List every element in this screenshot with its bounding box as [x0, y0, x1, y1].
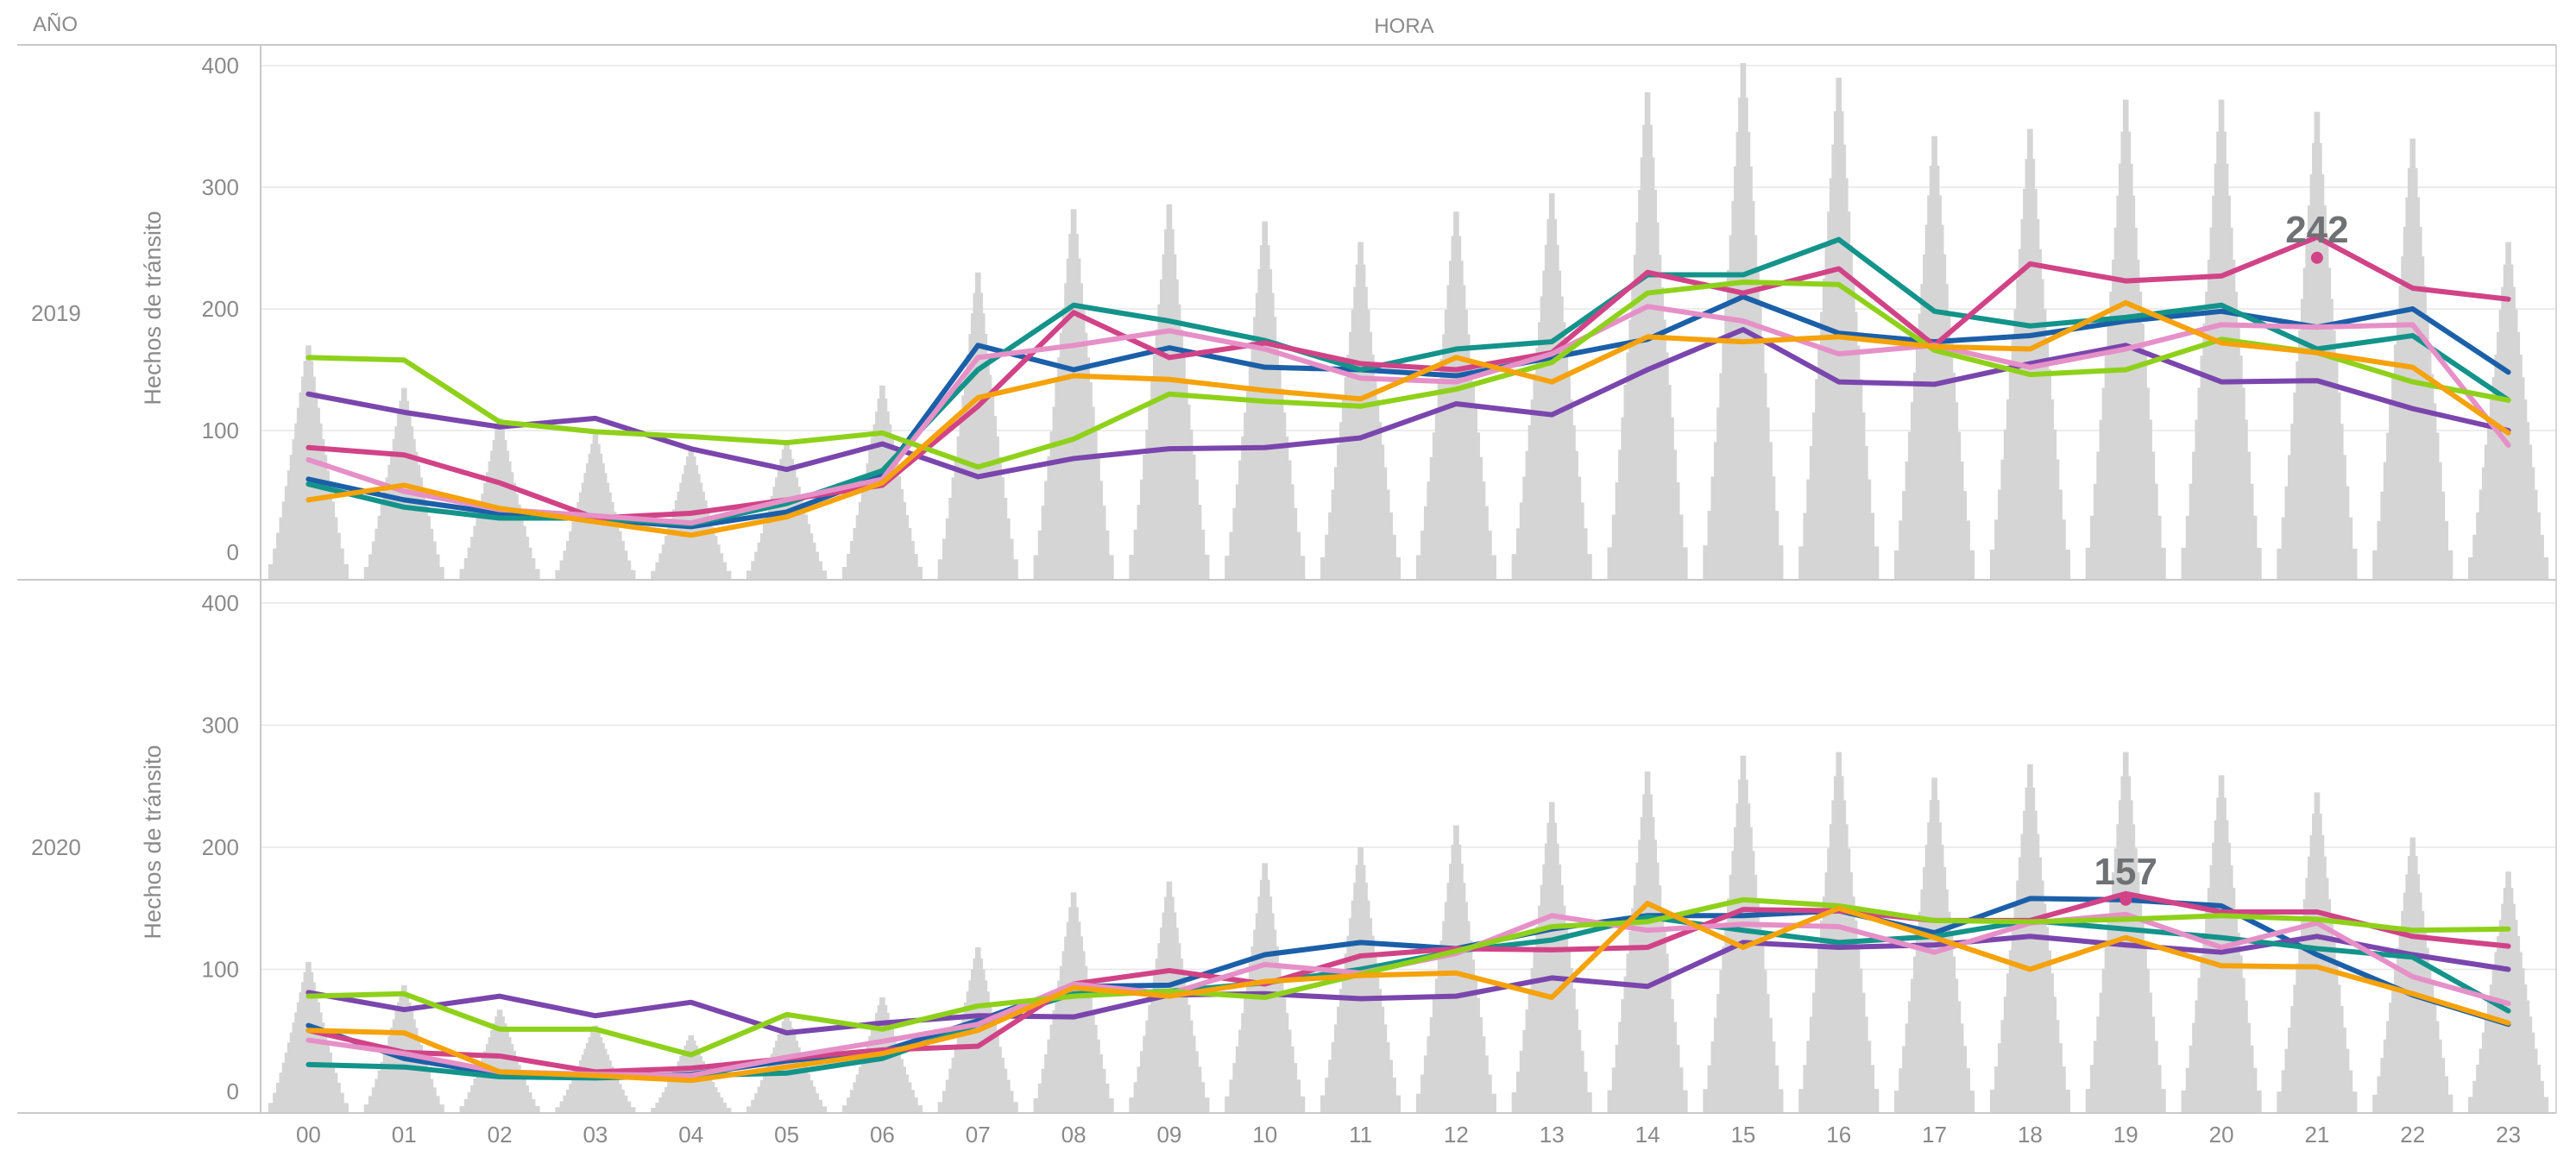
histogram-bar	[1320, 847, 1401, 1113]
panel-year-label: 2019	[31, 300, 81, 326]
x-tick-label: 09	[1156, 1122, 1181, 1148]
histogram-bar	[1989, 129, 2070, 580]
histogram-bar	[2468, 242, 2549, 580]
series-line	[305, 279, 2511, 470]
series-line	[305, 890, 2511, 1075]
histogram-bar	[268, 345, 349, 580]
x-tick-label: 23	[2496, 1122, 2521, 1148]
x-tick-label: 21	[2304, 1122, 2329, 1148]
histogram-bar	[459, 1009, 540, 1113]
y-tick-label: 100	[202, 418, 239, 443]
series-line	[305, 293, 2511, 530]
x-tick-label: 08	[1061, 1122, 1086, 1148]
y-tick-label: 100	[202, 957, 239, 983]
series-line	[305, 299, 2511, 538]
x-tick-label: 16	[1826, 1122, 1851, 1148]
x-tick-label: 18	[2018, 1122, 2043, 1148]
row-header-label: AÑO	[33, 13, 78, 36]
x-tick-label: 20	[2209, 1122, 2234, 1148]
histogram-bar	[2468, 871, 2549, 1113]
series-line	[305, 934, 2511, 1036]
histogram-bar	[268, 962, 349, 1113]
y-tick-label: 400	[202, 53, 239, 79]
histogram-bar	[1033, 892, 1114, 1113]
peak-marker	[2310, 251, 2323, 264]
histogram-bar	[363, 984, 444, 1113]
x-tick-label: 19	[2113, 1122, 2138, 1148]
x-tick-label: 07	[966, 1122, 991, 1148]
x-tick-label: 02	[488, 1122, 513, 1148]
histogram-bar	[1320, 242, 1401, 580]
histogram-bar	[1798, 78, 1880, 581]
column-header-label: HORA	[1374, 15, 1433, 38]
histogram-bar	[937, 272, 1018, 580]
panel-year-label: 2020	[31, 834, 81, 860]
x-tick-label: 12	[1444, 1122, 1469, 1148]
x-tick-label: 14	[1635, 1122, 1660, 1148]
histogram-bar	[1798, 751, 1880, 1113]
x-tick-label: 11	[1349, 1122, 1372, 1148]
histogram-bar	[1511, 802, 1592, 1113]
histogram-bar	[746, 1014, 828, 1113]
y-tick-label: 200	[202, 296, 239, 322]
histogram-bar	[555, 434, 636, 580]
histogram-bar	[2085, 99, 2166, 581]
y-tick-label: 0	[227, 1078, 239, 1104]
histogram-bar	[2085, 751, 2166, 1113]
x-tick-label: 05	[774, 1122, 799, 1148]
histogram-bar	[459, 418, 540, 580]
series-line	[305, 901, 2511, 1084]
peak-value-label: 157	[2094, 851, 2157, 893]
x-tick-label: 22	[2400, 1122, 2425, 1148]
y-tick-label: 200	[202, 834, 239, 860]
histogram-bar	[1225, 863, 1306, 1113]
x-tick-label: 10	[1252, 1122, 1277, 1148]
series-line	[305, 896, 2511, 1058]
y-axis-title: Hechos de tránsito	[140, 211, 166, 405]
histogram-bar	[2277, 111, 2358, 580]
y-axis-title: Hechos de tránsito	[140, 745, 166, 939]
x-tick-label: 15	[1730, 1122, 1755, 1148]
histogram-bar	[1511, 193, 1592, 581]
series-line	[305, 304, 2511, 526]
histogram-bar	[1894, 135, 1975, 580]
histogram-bar	[1033, 209, 1114, 580]
series-line	[305, 234, 2511, 521]
x-tick-label: 04	[678, 1122, 703, 1148]
x-tick-label: 01	[392, 1122, 417, 1148]
series-line	[305, 896, 2511, 1080]
x-tick-label: 03	[583, 1122, 608, 1148]
peak-value-label: 242	[2285, 209, 2348, 251]
series-line	[305, 326, 2511, 480]
x-tick-label: 06	[870, 1122, 895, 1148]
histogram-bar	[2372, 138, 2453, 580]
y-tick-label: 300	[202, 174, 239, 200]
x-tick-label: 13	[1540, 1122, 1565, 1148]
histogram-bar	[555, 1025, 636, 1113]
y-tick-label: 0	[227, 539, 239, 565]
x-tick-label: 00	[296, 1122, 321, 1148]
histogram-bar	[1415, 825, 1496, 1113]
y-tick-label: 300	[202, 713, 239, 739]
histogram-bar	[1703, 755, 1784, 1113]
histogram-bar	[2181, 775, 2262, 1113]
x-tick-label: 17	[1922, 1122, 1947, 1148]
y-tick-label: 400	[202, 590, 239, 616]
histogram-bar	[1607, 771, 1688, 1113]
peak-marker	[2119, 893, 2132, 906]
histogram-bar	[1415, 211, 1496, 580]
